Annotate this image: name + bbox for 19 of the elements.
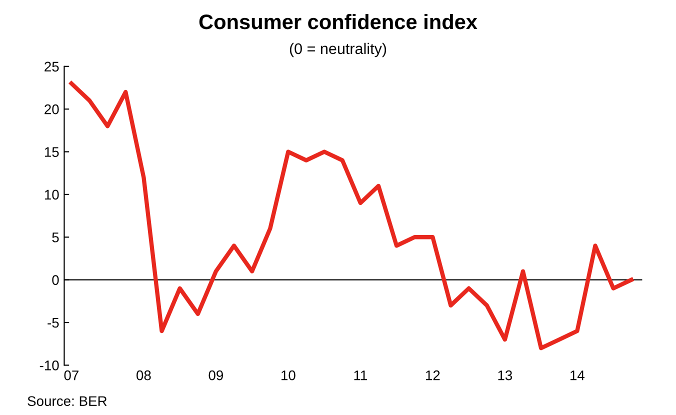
y-tick-label: -5 <box>48 318 59 328</box>
y-tick-label: 5 <box>52 232 59 242</box>
x-tick-label: 14 <box>570 370 584 380</box>
y-tick-label: 20 <box>44 104 59 114</box>
x-tick-label: 09 <box>208 370 224 380</box>
x-tick-label: 08 <box>136 370 151 380</box>
chart-title: Consumer confidence index <box>199 14 478 30</box>
x-tick-label: 13 <box>498 370 512 380</box>
source-note: Source: BER <box>28 396 107 406</box>
y-tick-label: 10 <box>44 190 59 200</box>
x-tick-label: 12 <box>426 370 440 380</box>
y-tick-label: 0 <box>52 275 59 285</box>
y-tick-label: 25 <box>44 62 59 72</box>
x-tick-label: 07 <box>64 370 78 380</box>
chart-subtitle: (0 = neutrality) <box>290 42 386 58</box>
y-tick-label: -10 <box>40 360 59 370</box>
x-tick-label: 11 <box>354 370 367 380</box>
x-tick-label: 10 <box>282 370 296 380</box>
y-tick-label: 15 <box>44 147 59 157</box>
